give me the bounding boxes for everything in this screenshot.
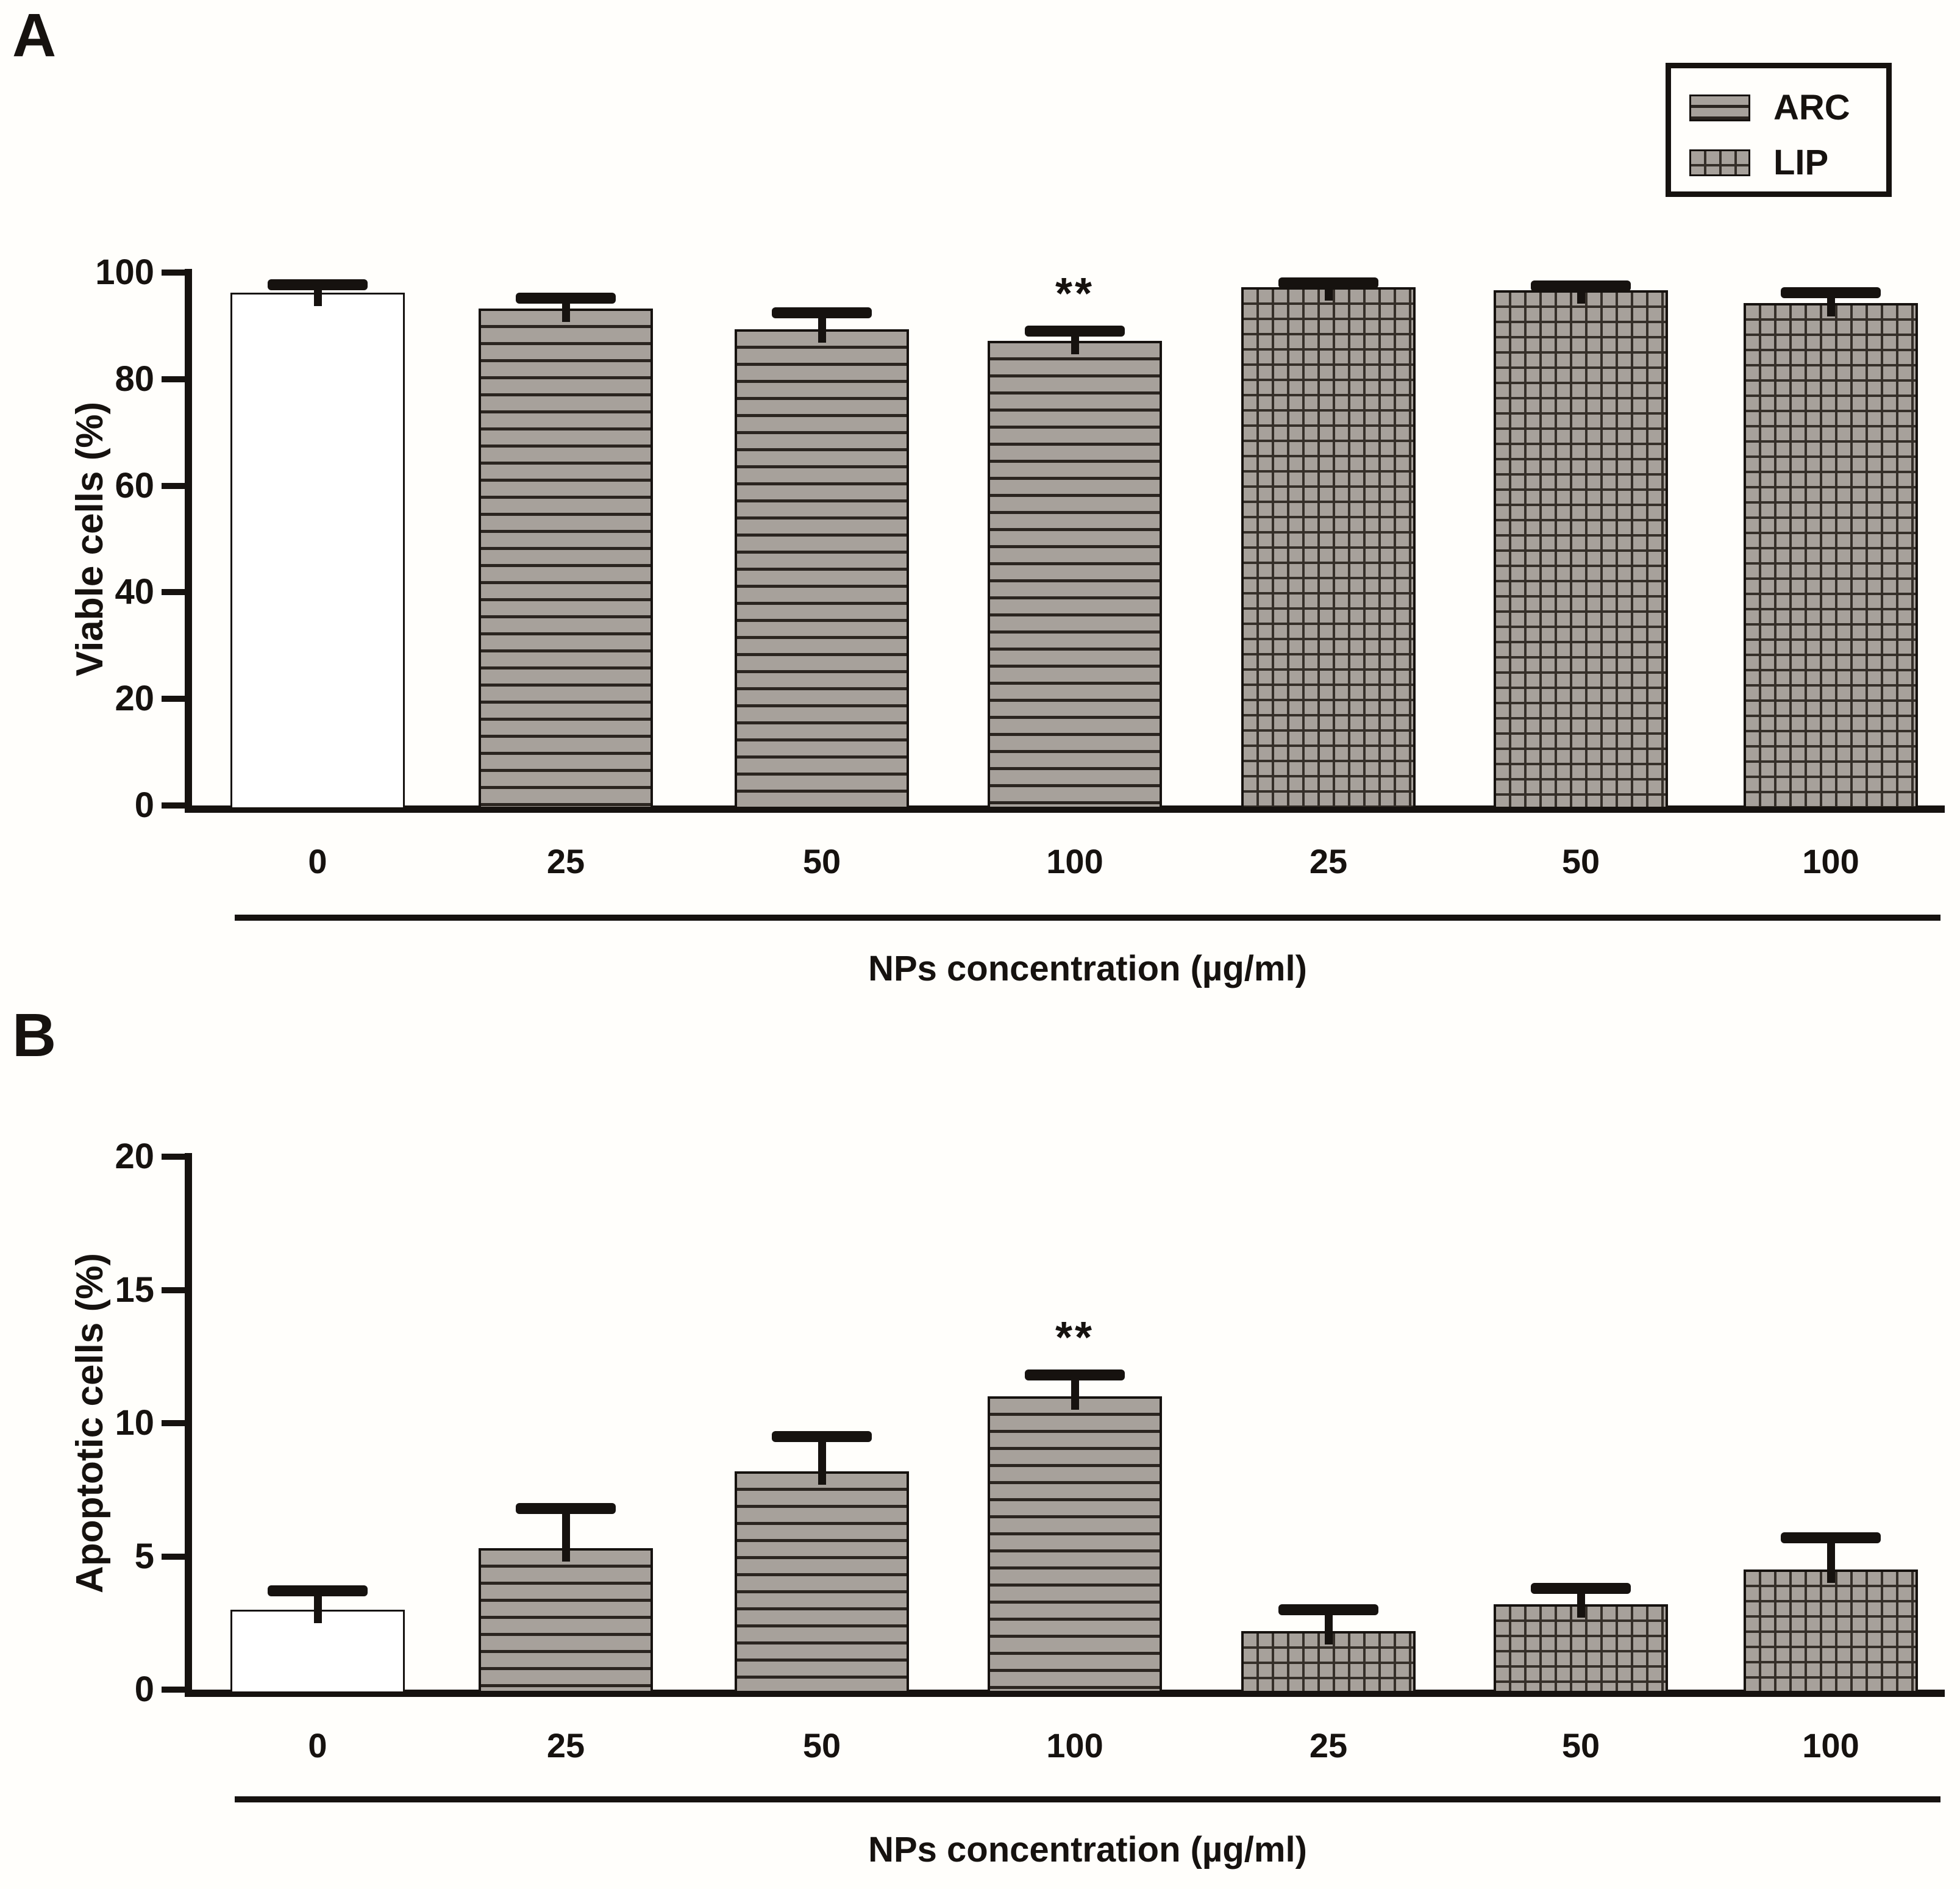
legend-item-arc: ARC (1689, 90, 1850, 126)
error-bar-stem-a-3 (1071, 331, 1079, 354)
x-category-label-a-5: 50 (1561, 842, 1600, 880)
bar-a-1 (479, 309, 653, 809)
bar-b-4 (1241, 1631, 1416, 1693)
legend: ARC LIP (1666, 63, 1892, 197)
y-tick-b-15 (162, 1287, 188, 1293)
error-bar-cap-b-4 (1278, 1604, 1378, 1615)
error-bar-stem-a-6 (1827, 293, 1835, 316)
bar-a-0 (230, 293, 405, 809)
error-bar-cap-a-3 (1025, 326, 1125, 337)
x-category-label-a-4: 25 (1309, 842, 1348, 880)
error-bar-stem-b-2 (818, 1436, 826, 1485)
error-bar-cap-b-5 (1531, 1582, 1631, 1594)
y-tick-b-0 (162, 1687, 188, 1693)
error-bar-cap-a-1 (516, 292, 616, 304)
y-tick-label-a-40: 40 (115, 572, 154, 612)
y-tick-b-20 (162, 1154, 188, 1160)
lip-pattern-swatch (1689, 149, 1750, 176)
y-tick-label-b-20: 20 (115, 1137, 154, 1176)
arc-pattern-swatch (1689, 95, 1750, 121)
error-bar-cap-a-6 (1781, 287, 1881, 299)
y-tick-b-5 (162, 1553, 188, 1560)
error-bar-cap-b-0 (268, 1585, 368, 1597)
y-tick-label-b-10: 10 (115, 1403, 154, 1443)
x-category-label-a-6: 100 (1802, 842, 1859, 880)
bar-a-4 (1241, 287, 1416, 809)
x-category-label-b-4: 25 (1309, 1726, 1348, 1765)
y-tick-a-20 (162, 696, 188, 702)
error-bar-cap-b-3 (1025, 1369, 1125, 1381)
y-tick-a-60 (162, 482, 188, 489)
y-axis-title-a: Viable cells (%) (69, 401, 111, 677)
error-bar-stem-b-3 (1071, 1375, 1079, 1410)
bar-b-2 (735, 1471, 909, 1693)
legend-label-arc: ARC (1773, 88, 1850, 127)
significance-b-3: ** (1055, 1313, 1095, 1363)
x-category-label-b-6: 100 (1802, 1726, 1859, 1765)
bar-b-6 (1744, 1569, 1918, 1693)
bar-a-3 (988, 341, 1162, 809)
legend-item-lip: LIP (1689, 145, 1828, 181)
error-bar-cap-b-1 (516, 1502, 616, 1514)
y-tick-label-a-0: 0 (134, 785, 154, 825)
bar-a-5 (1494, 290, 1668, 809)
error-bar-stem-b-0 (314, 1591, 322, 1623)
x-category-label-b-1: 25 (546, 1726, 585, 1765)
x-axis-rule-a (235, 915, 1940, 921)
bar-a-6 (1744, 303, 1918, 809)
y-axis-title-b: Apoptotic cells (%) (69, 1252, 111, 1594)
panel-letter-a: A (12, 1, 57, 70)
error-bar-stem-a-2 (818, 313, 826, 343)
error-bar-cap-b-6 (1781, 1532, 1881, 1543)
y-tick-label-a-80: 80 (115, 359, 154, 399)
error-bar-stem-b-5 (1577, 1588, 1585, 1618)
y-tick-label-b-5: 5 (134, 1536, 154, 1576)
x-category-label-a-1: 25 (546, 842, 585, 880)
error-bar-cap-a-2 (772, 307, 872, 319)
error-bar-cap-a-4 (1278, 277, 1378, 288)
bar-a-2 (735, 329, 909, 809)
x-category-label-b-5: 50 (1561, 1726, 1600, 1765)
x-category-label-a-2: 50 (802, 842, 841, 880)
significance-a-3: ** (1055, 270, 1095, 319)
legend-label-lip: LIP (1773, 143, 1829, 182)
y-tick-label-a-100: 100 (95, 252, 154, 292)
y-tick-a-40 (162, 589, 188, 596)
y-tick-a-0 (162, 802, 188, 809)
panel-letter-b: B (12, 1001, 57, 1069)
y-tick-label-b-0: 0 (134, 1669, 154, 1709)
error-bar-stem-b-6 (1827, 1537, 1835, 1583)
x-axis-title-b: NPs concentration (µg/ml) (868, 1830, 1307, 1869)
error-bar-stem-b-1 (562, 1508, 570, 1562)
x-category-label-b-0: 0 (308, 1726, 327, 1765)
bar-b-0 (230, 1610, 405, 1693)
x-category-label-b-3: 100 (1046, 1726, 1103, 1765)
error-bar-cap-b-2 (772, 1430, 872, 1442)
error-bar-cap-a-0 (268, 279, 368, 291)
bar-b-3 (988, 1396, 1162, 1693)
y-axis-a (185, 269, 192, 813)
y-tick-a-100 (162, 270, 188, 276)
x-category-label-b-2: 50 (802, 1726, 841, 1765)
bar-b-1 (479, 1548, 653, 1693)
error-bar-stem-b-4 (1325, 1609, 1333, 1644)
y-tick-b-10 (162, 1420, 188, 1426)
x-category-label-a-3: 100 (1046, 842, 1103, 880)
y-tick-label-a-60: 60 (115, 465, 154, 505)
x-axis-title-a: NPs concentration (µg/ml) (868, 949, 1307, 988)
y-tick-label-b-15: 15 (115, 1269, 154, 1310)
y-tick-label-a-20: 20 (115, 679, 154, 719)
x-category-label-a-0: 0 (308, 842, 327, 880)
y-tick-a-80 (162, 376, 188, 382)
error-bar-stem-a-1 (562, 298, 570, 322)
x-axis-rule-b (235, 1796, 1940, 1802)
error-bar-cap-a-5 (1531, 280, 1631, 291)
